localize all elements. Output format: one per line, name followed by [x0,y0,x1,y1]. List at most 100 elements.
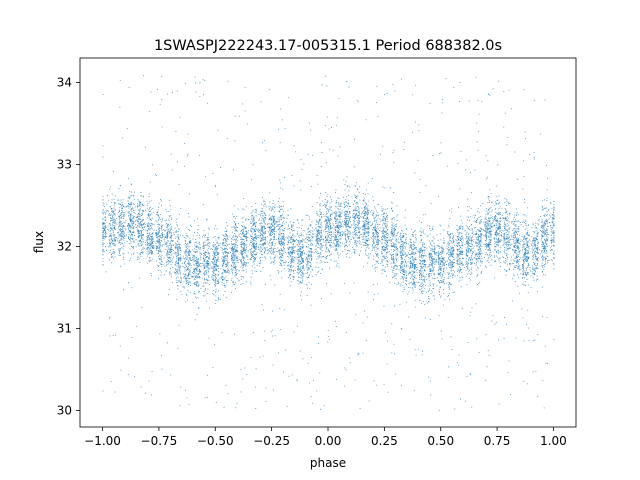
data-point [532,249,534,251]
data-point [524,198,525,200]
data-point [170,215,172,217]
data-point [487,210,489,212]
data-point [394,227,396,229]
data-point [478,252,480,254]
data-point [322,256,324,258]
data-point [553,257,555,258]
data-point [207,256,208,257]
data-point [551,239,553,241]
data-point [225,285,227,287]
data-point [329,245,331,247]
data-point [105,227,106,229]
data-point [523,256,525,258]
data-point [105,216,106,218]
data-point [470,269,472,270]
data-point [269,192,271,194]
data-point [525,274,527,276]
data-point [112,243,113,245]
data-point [396,248,398,250]
data-point [400,267,401,268]
data-point [123,234,125,236]
data-point [498,211,500,213]
data-point [475,76,477,78]
data-point [527,245,528,247]
data-point [441,247,443,249]
data-point [506,234,508,236]
data-point [200,252,202,254]
data-point [467,206,468,208]
data-point [526,323,527,325]
data-point [347,202,349,204]
data-point [270,217,272,219]
data-point [105,226,106,228]
data-point [464,266,466,268]
data-point [189,193,190,195]
data-point [235,261,237,263]
data-point [476,244,478,246]
data-point [414,285,415,287]
data-point [166,224,168,226]
data-point [320,248,322,250]
data-point [364,240,366,242]
data-point [234,259,236,260]
data-point [475,264,477,266]
data-point [139,226,141,228]
data-point [540,239,542,241]
data-point [451,252,453,254]
data-point [408,316,410,318]
data-point [424,264,425,266]
data-point [236,226,238,228]
data-point [498,239,500,241]
data-point [458,243,460,245]
data-point [355,223,357,225]
data-point [124,237,126,239]
data-point [166,251,168,253]
data-point [164,241,166,243]
data-point [348,250,350,252]
data-point [204,252,206,254]
data-point [310,304,312,306]
data-point [391,246,393,247]
data-point [439,274,441,276]
data-point [476,258,478,260]
data-point [440,268,442,270]
data-point [224,245,226,246]
data-point [301,269,302,271]
data-point [197,250,198,252]
data-point [178,247,180,249]
data-point [447,260,448,262]
data-point [287,277,289,278]
data-point [296,379,298,381]
data-point [280,233,282,235]
data-point [469,228,470,230]
data-point [516,214,518,216]
data-point [212,259,214,260]
data-point [298,241,299,243]
data-point [377,228,379,230]
data-point [372,284,374,285]
data-point [483,243,485,245]
data-point [103,238,105,240]
data-point [383,248,385,250]
data-point [357,352,359,354]
data-point [277,218,279,220]
data-point [506,270,508,272]
data-point [518,238,519,240]
data-point [415,264,417,266]
data-point [515,225,517,227]
data-point [384,231,386,233]
data-point [337,230,338,232]
data-point [394,253,396,255]
data-point [187,289,189,291]
data-point [150,227,152,229]
data-point [531,271,533,273]
data-point [401,78,402,80]
data-point [344,220,346,222]
data-point [243,257,245,259]
data-point [553,254,555,255]
data-point [458,236,460,238]
data-point [353,250,355,252]
data-point [506,229,508,231]
data-point [243,249,245,251]
data-point [251,216,253,218]
